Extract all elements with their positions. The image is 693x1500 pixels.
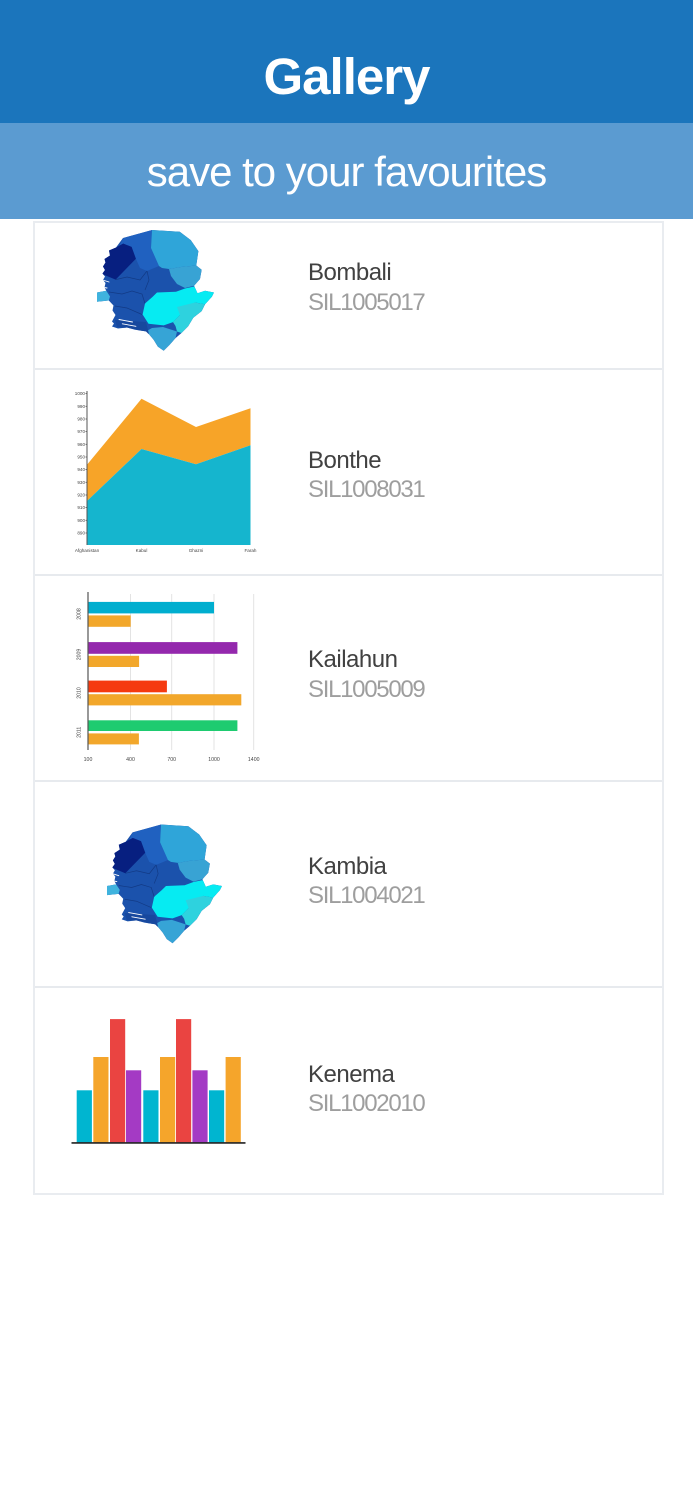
svg-text:980: 980 <box>77 417 85 422</box>
svg-text:2010: 2010 <box>77 687 83 699</box>
svg-text:1400: 1400 <box>248 757 260 763</box>
svg-text:2008: 2008 <box>77 608 83 620</box>
svg-text:950: 950 <box>77 455 85 460</box>
svg-text:2011: 2011 <box>77 727 83 738</box>
svg-text:940: 940 <box>77 467 85 472</box>
svg-text:920: 920 <box>77 493 85 498</box>
svg-text:960: 960 <box>77 442 85 447</box>
svg-text:400: 400 <box>126 757 135 763</box>
svg-text:900: 900 <box>77 518 85 523</box>
svg-text:890: 890 <box>77 531 85 536</box>
svg-text:1000: 1000 <box>208 757 220 763</box>
svg-text:1000: 1000 <box>75 391 86 396</box>
svg-text:910: 910 <box>77 505 85 510</box>
svg-text:990: 990 <box>77 404 85 409</box>
svg-text:2009: 2009 <box>77 649 83 661</box>
svg-text:930: 930 <box>77 480 85 485</box>
svg-text:Afghanistan: Afghanistan <box>75 548 100 553</box>
svg-text:Ghazni: Ghazni <box>189 548 204 553</box>
svg-text:Farah: Farah <box>244 548 256 553</box>
svg-text:700: 700 <box>167 757 176 763</box>
svg-text:970: 970 <box>77 429 85 434</box>
svg-text:Kabul: Kabul <box>136 548 148 553</box>
svg-text:100: 100 <box>84 757 93 763</box>
